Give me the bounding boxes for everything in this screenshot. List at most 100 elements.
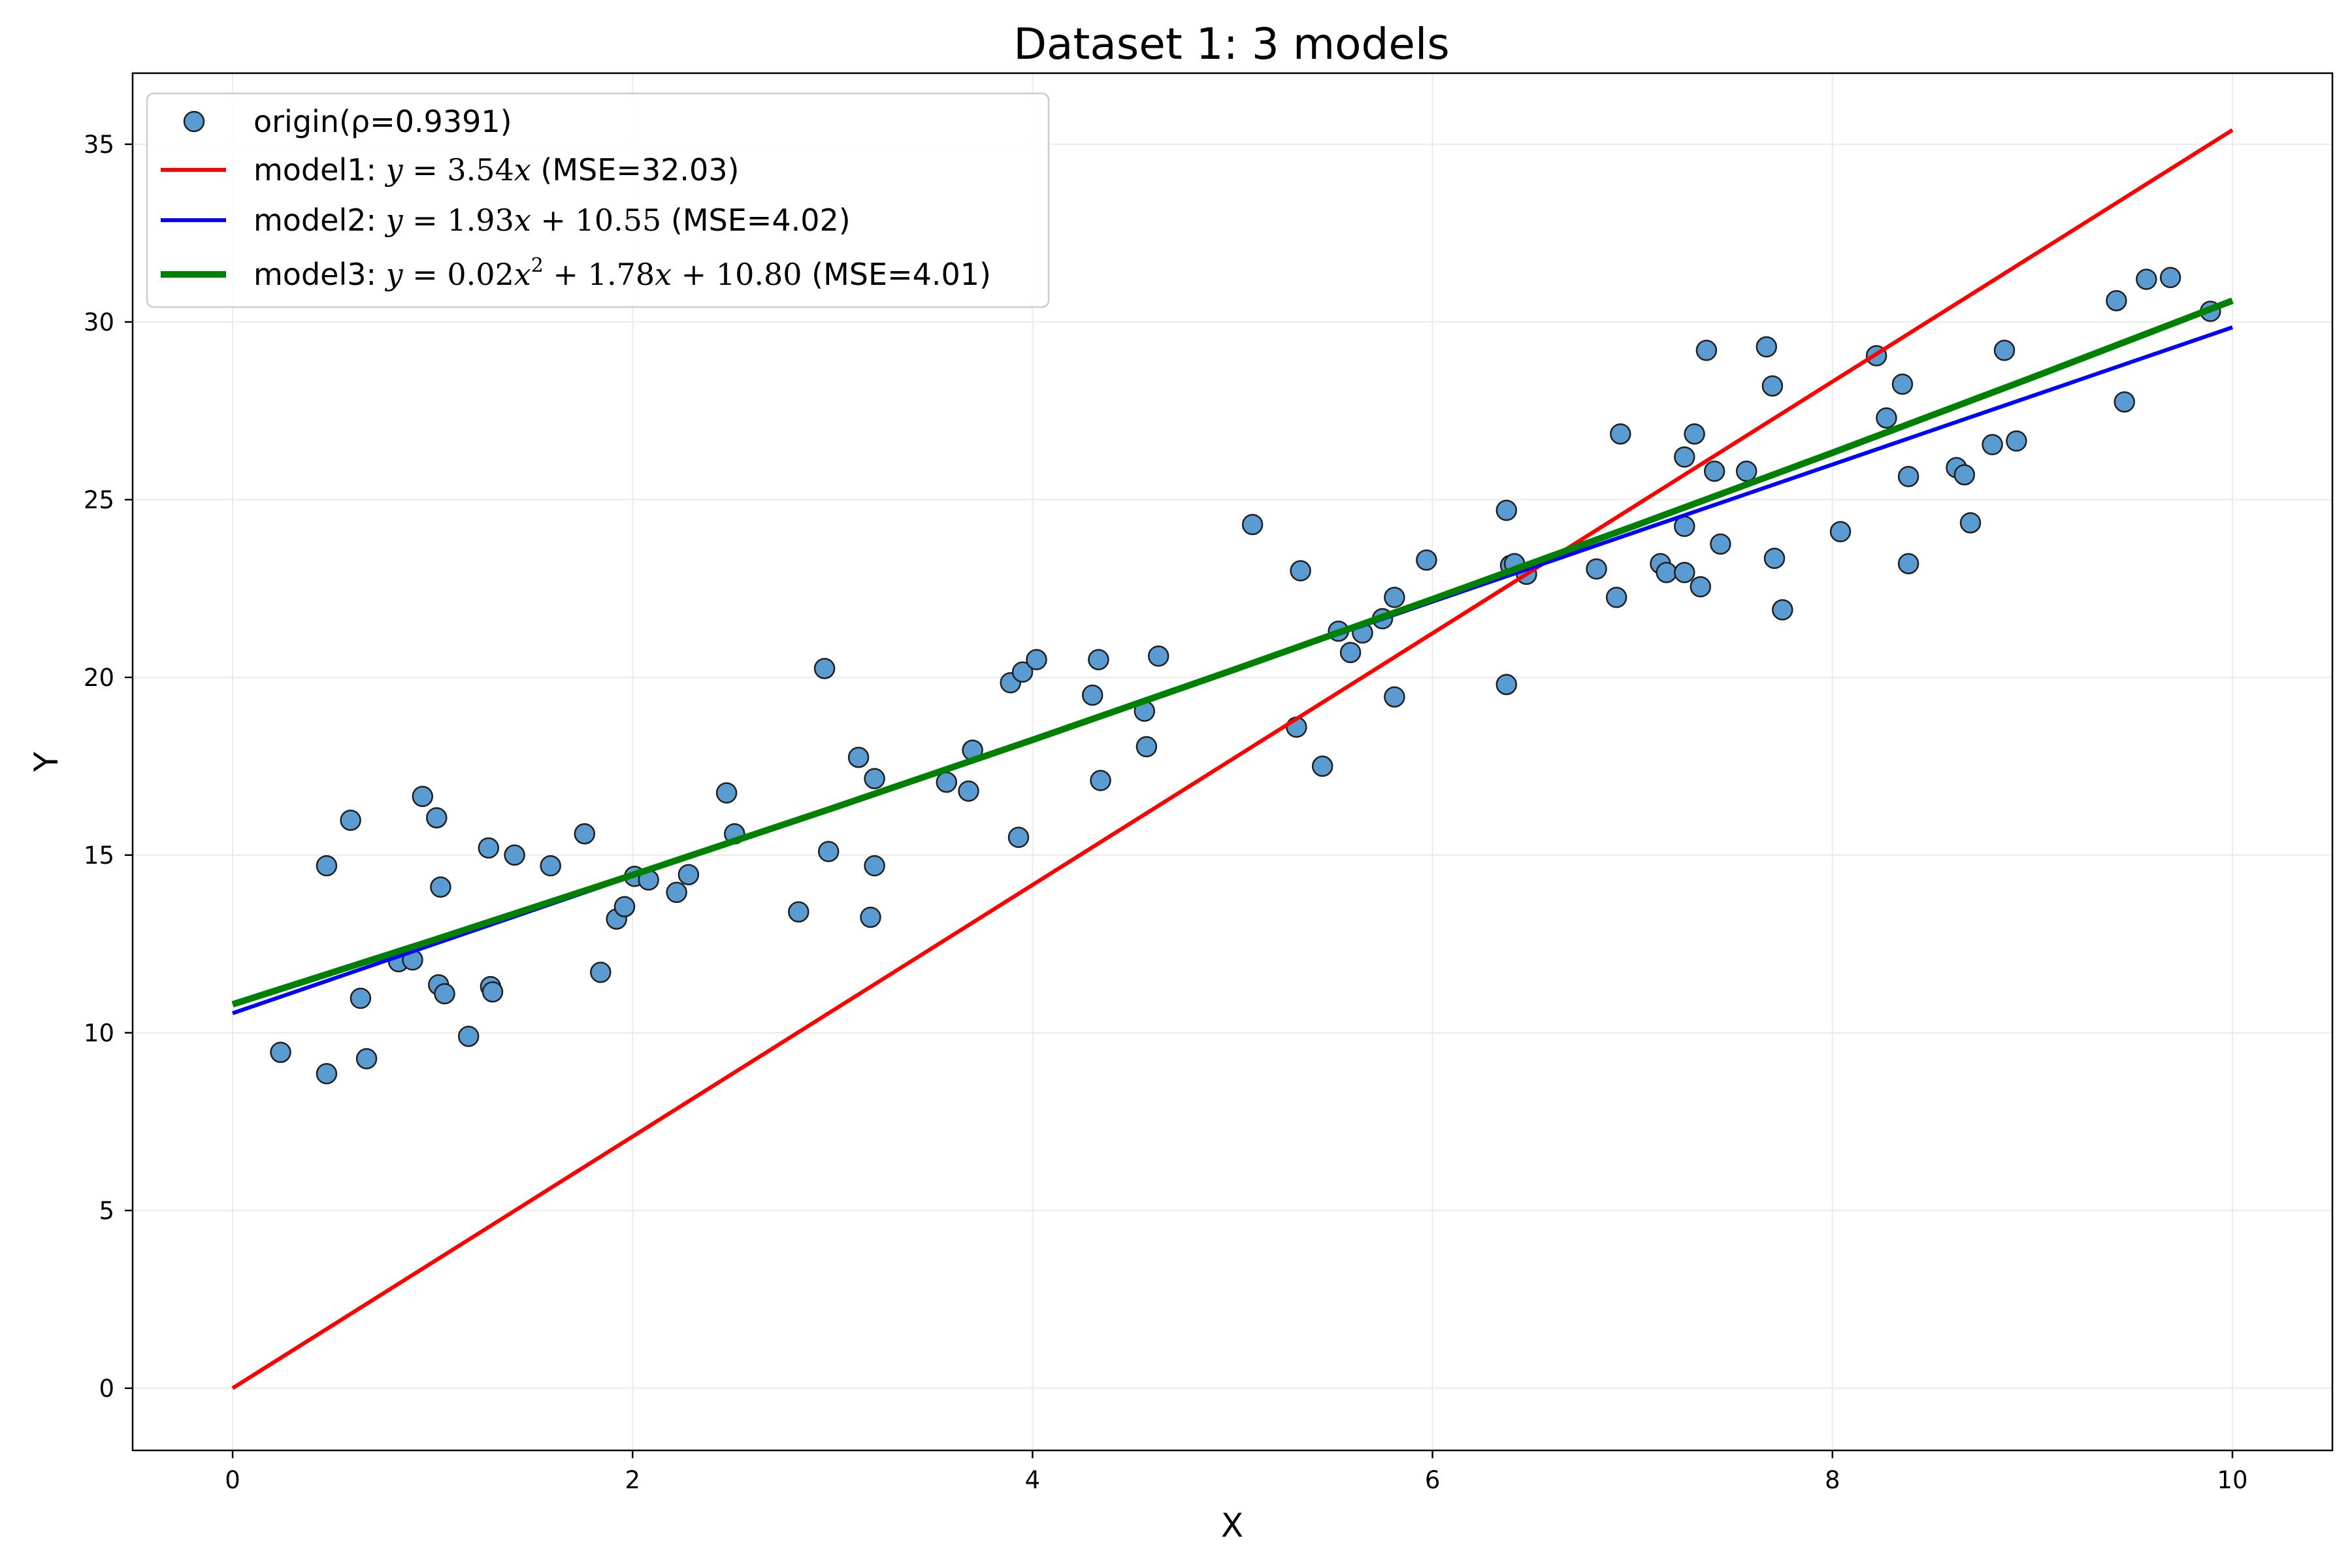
data-point <box>1690 576 1712 598</box>
data-point <box>1610 423 1631 445</box>
data-point <box>1290 560 1311 581</box>
data-point <box>1953 464 1976 485</box>
data-point <box>434 983 455 1005</box>
data-point <box>457 1025 480 1047</box>
scatter-points <box>270 267 2221 1085</box>
data-point <box>270 1041 291 1063</box>
plot-frame <box>131 72 2334 1452</box>
model-lines <box>231 128 2234 1390</box>
y-axis-label: Y <box>27 751 65 772</box>
legend: origin(ρ=0.9391) model1: y = 3.54x (MSE=… <box>146 92 1050 308</box>
legend-box <box>146 92 1050 308</box>
data-point <box>540 855 561 877</box>
data-point <box>482 981 504 1003</box>
legend-label-model2: model2: y = 1.93x + 10.55 (MSE=4.02) <box>253 203 851 238</box>
data-point <box>1829 521 1852 543</box>
data-point <box>1011 661 1034 683</box>
data-point <box>1772 599 1793 621</box>
data-point <box>316 855 338 877</box>
data-point <box>1703 461 1725 482</box>
data-point <box>813 657 836 679</box>
data-point <box>1384 686 1405 708</box>
data-point <box>1891 373 1914 395</box>
data-point <box>788 901 809 923</box>
data-point <box>1959 512 1982 534</box>
data-point <box>1684 423 1705 445</box>
data-point <box>1674 562 1695 583</box>
data-point <box>1135 736 1158 758</box>
data-point <box>1384 587 1405 608</box>
data-point <box>430 876 451 898</box>
data-point <box>1982 434 2003 455</box>
data-point <box>2006 430 2027 452</box>
data-point <box>666 881 687 904</box>
data-point <box>1241 514 1264 536</box>
data-point <box>355 1048 378 1070</box>
data-point <box>1710 533 1731 555</box>
axis-ticks: 0 2 4 6 8 10 0 5 10 15 20 25 30 35 <box>84 131 2248 1494</box>
x-axis-label: X <box>1221 1507 1243 1544</box>
data-point <box>1088 649 1109 670</box>
data-point <box>1311 755 1333 777</box>
data-point <box>1339 642 1362 663</box>
data-point <box>590 962 612 983</box>
x-tick-label: 10 <box>2217 1466 2247 1494</box>
data-point <box>1147 645 1169 667</box>
data-point <box>715 782 738 804</box>
model1-line <box>231 128 2234 1390</box>
y-tick-label: 30 <box>84 308 114 336</box>
data-point <box>1605 587 1627 608</box>
data-point <box>1090 770 1111 791</box>
data-point <box>1495 499 1518 521</box>
data-point <box>864 768 885 790</box>
model3-line <box>231 297 2234 1008</box>
y-tick-label: 15 <box>84 841 114 870</box>
legend-label-origin: origin(ρ=0.9391) <box>253 104 512 139</box>
y-tick-label: 5 <box>99 1197 114 1225</box>
data-point <box>1756 336 1778 358</box>
data-point <box>847 746 870 768</box>
data-point <box>478 837 500 859</box>
data-point <box>1586 558 1607 580</box>
data-point <box>1993 340 2016 361</box>
chart-title: Dataset 1: 3 models <box>1013 19 1450 69</box>
x-tick-label: 6 <box>1425 1466 1441 1494</box>
data-point <box>1876 407 1897 429</box>
data-point <box>2159 267 2181 289</box>
data-point <box>678 864 700 885</box>
data-point <box>340 809 361 831</box>
data-point <box>412 785 434 808</box>
data-point <box>1735 461 1757 482</box>
data-point <box>613 896 636 917</box>
data-point <box>1695 340 1718 361</box>
data-point <box>1416 549 1437 571</box>
legend-label-model3: model3: y = 0.02x2 + 1.78x + 10.80 (MSE=… <box>253 254 991 292</box>
data-point <box>504 844 525 866</box>
data-point <box>2136 269 2157 290</box>
x-tick-label: 0 <box>225 1466 240 1494</box>
y-tick-label: 25 <box>84 486 114 514</box>
data-point <box>1674 446 1695 468</box>
x-tick-label: 2 <box>625 1466 640 1494</box>
data-point <box>864 855 885 877</box>
data-point <box>936 772 958 793</box>
x-tick-label: 4 <box>1025 1466 1041 1494</box>
data-point <box>860 906 881 928</box>
data-point <box>958 780 979 802</box>
y-tick-label: 10 <box>84 1019 114 1047</box>
data-point <box>316 1063 338 1085</box>
data-point <box>1656 562 1677 583</box>
data-point <box>1761 375 1784 397</box>
data-point <box>1081 684 1103 706</box>
data-point <box>1763 547 1786 569</box>
legend-marker-origin <box>183 110 205 133</box>
data-point <box>350 987 372 1009</box>
data-point <box>1897 553 1919 574</box>
y-tick-label: 0 <box>99 1375 114 1403</box>
data-point <box>574 823 596 845</box>
data-point <box>426 807 448 828</box>
data-point <box>1897 466 1919 487</box>
legend-label-model1: model1: y = 3.54x (MSE=32.03) <box>253 152 740 188</box>
data-point <box>1026 649 1047 670</box>
